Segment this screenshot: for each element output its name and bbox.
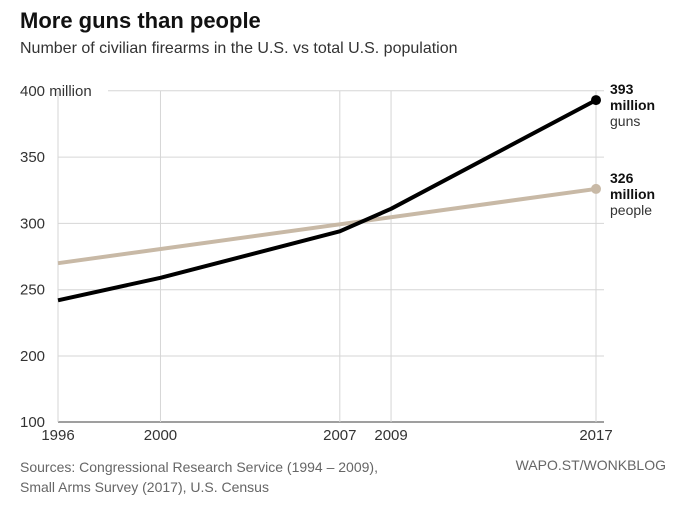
series-endpoint-people <box>591 183 601 194</box>
y-tick-label: 250 <box>20 282 45 299</box>
x-tick-label: 2017 <box>579 427 612 444</box>
y-tick-label: 100 <box>20 414 45 431</box>
end-value-label-guns: 393 <box>610 81 634 97</box>
credit-link[interactable]: WAPO.ST/WONKBLOG <box>515 457 666 473</box>
chart-subtitle: Number of civilian firearms in the U.S. … <box>20 40 458 57</box>
source-line-2: Small Arms Survey (2017), U.S. Census <box>20 479 269 495</box>
x-tick-label: 2000 <box>144 427 177 444</box>
y-tick-label: 300 <box>20 215 45 232</box>
series-line-people <box>57 186 597 266</box>
x-tick-label: 2007 <box>323 427 356 444</box>
series-line-guns <box>57 98 597 303</box>
series-endpoint-guns <box>591 95 601 106</box>
source-note: Sources: Congressional Research Service … <box>20 457 378 497</box>
end-unit-label-guns: million <box>610 97 655 113</box>
source-line-1: Sources: Congressional Research Service … <box>20 459 378 475</box>
end-unit-label-people: million <box>610 186 655 202</box>
x-tick-label: 2009 <box>374 427 407 444</box>
y-tick-label: 400 million <box>20 83 92 100</box>
y-tick-label: 200 <box>20 348 45 365</box>
y-tick-label: 350 <box>20 149 45 166</box>
end-value-label-people: 326 <box>610 170 634 186</box>
chart-title: More guns than people <box>20 8 261 33</box>
x-tick-label: 1996 <box>41 427 74 444</box>
end-name-label-people: people <box>610 202 652 218</box>
end-name-label-guns: guns <box>610 113 640 129</box>
